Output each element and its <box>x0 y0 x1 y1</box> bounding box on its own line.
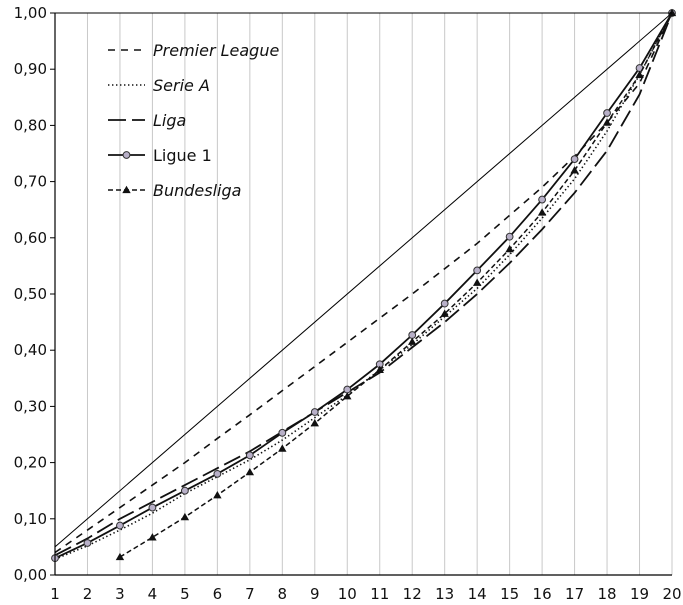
series-point <box>116 521 124 530</box>
y-tick-label: 0,20 <box>14 454 47 472</box>
series-point <box>473 266 482 275</box>
x-tick-label: 13 <box>435 585 454 603</box>
legend-label: Bundesliga <box>153 181 241 200</box>
legend-label: Premier League <box>153 41 279 60</box>
series-point <box>343 392 352 400</box>
y-tick-label: 0,70 <box>14 173 47 191</box>
series-point <box>570 166 579 174</box>
series-line <box>54 12 673 554</box>
series-point <box>635 70 644 78</box>
x-tick-label: 14 <box>468 585 487 603</box>
series-point <box>505 244 514 253</box>
series-point <box>245 467 255 476</box>
series-point <box>538 195 547 204</box>
x-tick-labels: 1 2 3 4 5 6 7 8 9 10 11 12 13 14 15 16 17 18 19 20 <box>50 585 681 603</box>
series-point <box>148 503 157 512</box>
series-point <box>278 428 287 437</box>
y-tick-label: 0,50 <box>14 285 47 303</box>
series-point <box>375 365 384 374</box>
y-tick-label: 0,00 <box>14 566 47 584</box>
series-point <box>408 337 417 345</box>
series-point <box>245 451 254 460</box>
series-line <box>54 12 673 557</box>
series-point <box>180 512 190 521</box>
series-point <box>213 469 222 478</box>
y-tick-label: 0,10 <box>14 510 47 528</box>
x-tick-label: 16 <box>533 585 552 603</box>
axes <box>50 12 672 576</box>
series-line <box>54 12 673 561</box>
series-point <box>505 232 514 241</box>
legend-marker <box>122 151 131 159</box>
series-point <box>537 208 547 216</box>
y-tick-label: 0,40 <box>14 341 47 359</box>
series-bundesliga <box>115 8 677 561</box>
legend-label: Liga <box>153 111 186 130</box>
y-tick-label: 0,60 <box>14 229 47 247</box>
y-tick-label: 1,00 <box>14 4 47 22</box>
x-tick-label: 15 <box>500 585 519 603</box>
equality-line <box>54 12 673 548</box>
y-tick-label: 0,90 <box>14 60 47 78</box>
series-point <box>667 8 677 17</box>
x-tick-label: 5 <box>180 585 190 603</box>
legend-item: Ligue 1 <box>108 146 212 165</box>
y-tick-labels: 0,00 0,10 0,20 0,30 0,40 0,50 0,60 0,70 0,80 0,90… <box>14 4 47 584</box>
legend-item: Liga <box>108 111 186 130</box>
series-point <box>603 109 611 117</box>
series-premier-league <box>54 12 673 554</box>
x-tick-label: 12 <box>403 585 422 603</box>
x-tick-label: 1 <box>50 585 60 603</box>
x-tick-label: 7 <box>245 585 255 603</box>
x-tick-label: 11 <box>370 585 389 603</box>
legend-item: Premier League <box>108 41 279 60</box>
x-tick-label: 17 <box>565 585 584 603</box>
series-point <box>310 419 319 427</box>
legend-item: Bundesliga <box>108 181 241 200</box>
reference-line <box>54 12 673 548</box>
series-ligue-1 <box>51 9 676 563</box>
legend: Premier League Serie A Liga Ligue 1 Bundesli… <box>108 41 279 200</box>
legend-label: Ligue 1 <box>153 146 212 165</box>
x-tick-label: 4 <box>148 585 158 603</box>
series-point <box>310 408 319 416</box>
x-tick-label: 20 <box>662 585 681 603</box>
grid-lines <box>54 13 673 575</box>
x-tick-label: 18 <box>598 585 617 603</box>
y-tick-label: 0,80 <box>14 116 47 134</box>
series-point <box>472 278 482 286</box>
x-tick-label: 8 <box>278 585 288 603</box>
x-tick-label: 2 <box>83 585 93 603</box>
series-group <box>51 8 677 563</box>
legend-marker <box>122 185 131 194</box>
series-liga <box>54 12 673 557</box>
series-point <box>148 533 157 541</box>
series-point <box>440 299 449 308</box>
series-point <box>602 118 612 126</box>
y-tick-label: 0,30 <box>14 397 47 415</box>
x-tick-label: 9 <box>310 585 320 603</box>
series-point <box>115 552 125 561</box>
series-line <box>54 12 673 559</box>
x-tick-label: 19 <box>630 585 649 603</box>
legend-label: Serie A <box>153 76 210 95</box>
series-line <box>119 12 673 558</box>
series-point <box>440 309 449 317</box>
series-point <box>343 385 352 394</box>
series-point <box>278 444 287 452</box>
x-tick-label: 3 <box>115 585 125 603</box>
x-tick-label: 6 <box>213 585 223 603</box>
series-point <box>180 486 189 495</box>
series-serie-a <box>54 12 673 561</box>
series-point <box>570 155 579 164</box>
x-tick-label: 10 <box>338 585 357 603</box>
legend-item: Serie A <box>108 76 210 95</box>
series-point <box>213 490 222 499</box>
series-point <box>408 331 417 339</box>
series-point <box>83 539 92 547</box>
